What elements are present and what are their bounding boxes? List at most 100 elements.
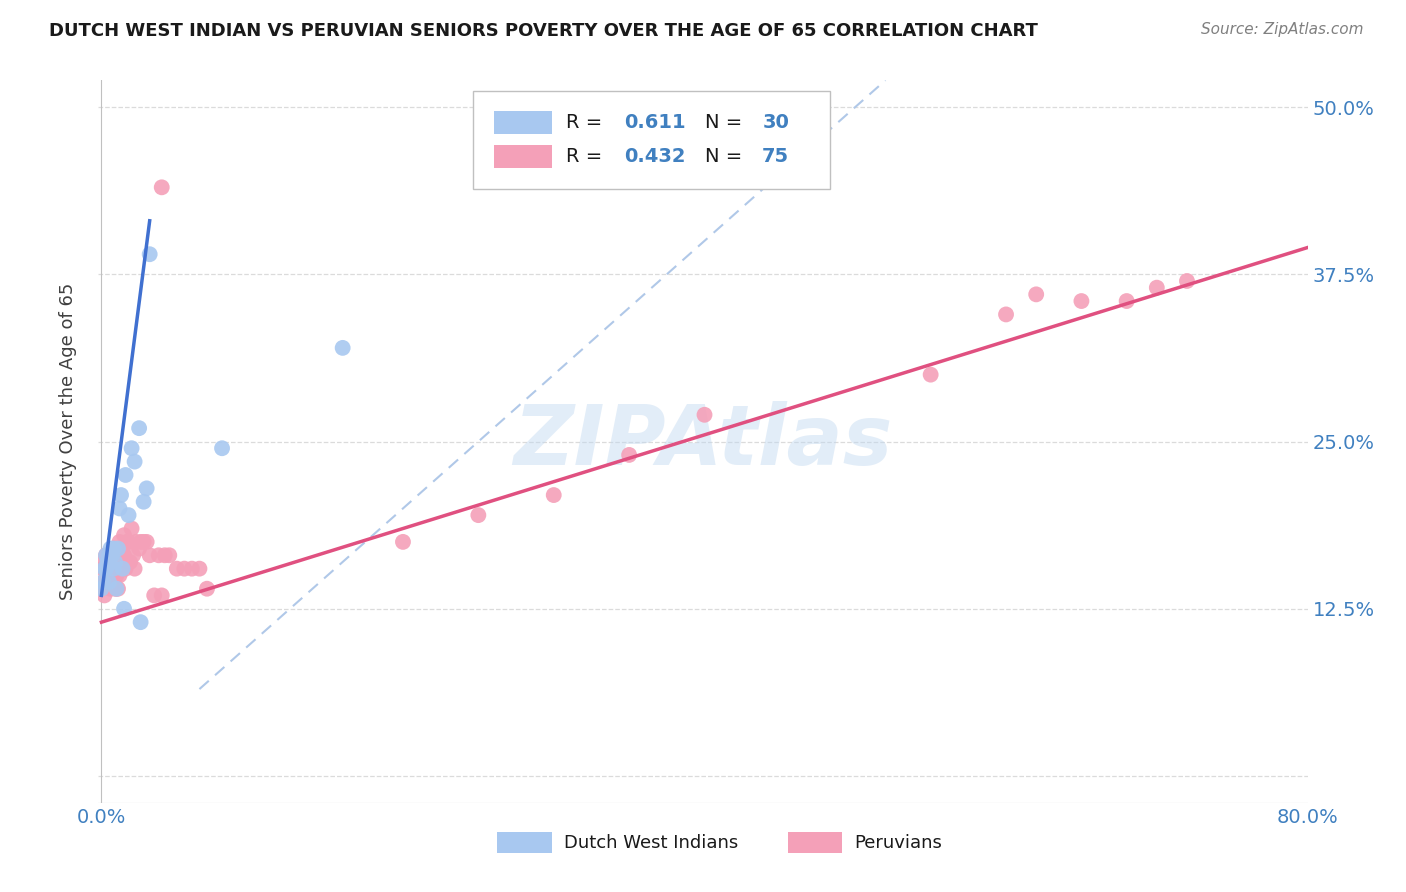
Point: [150, 589, 173, 603]
Point: [105, 568, 128, 582]
Point: [132, 494, 155, 508]
Text: ZIPAtlas: ZIPAtlas: [513, 401, 893, 482]
Point: [110, 488, 132, 502]
Point: [94, 575, 117, 590]
Point: [392, 535, 415, 549]
Text: N =: N =: [706, 112, 749, 132]
Point: [104, 555, 127, 569]
Point: [157, 548, 180, 563]
Point: [93, 589, 115, 603]
Point: [135, 535, 157, 549]
Point: [93, 562, 115, 576]
Point: [117, 535, 139, 549]
Point: [128, 541, 150, 556]
Text: Dutch West Indians: Dutch West Indians: [564, 833, 738, 852]
Point: [94, 548, 117, 563]
Point: [107, 541, 129, 556]
FancyBboxPatch shape: [474, 91, 830, 189]
Point: [103, 562, 125, 576]
Text: N =: N =: [706, 146, 749, 166]
Bar: [787, 831, 842, 854]
Text: 75: 75: [762, 146, 789, 166]
Point: [94, 548, 117, 563]
Bar: [494, 111, 551, 134]
Point: [332, 341, 354, 355]
Point: [180, 562, 202, 576]
Point: [143, 589, 166, 603]
Point: [124, 562, 146, 576]
Point: [121, 442, 143, 455]
Point: [111, 562, 134, 576]
Point: [94, 562, 117, 576]
Point: [135, 482, 157, 496]
Point: [90, 582, 112, 596]
Point: [108, 535, 131, 549]
Point: [166, 562, 188, 576]
Point: [98, 575, 121, 590]
Point: [100, 582, 122, 596]
Point: [103, 541, 125, 556]
Point: [115, 535, 138, 549]
Point: [100, 562, 122, 576]
Point: [98, 575, 121, 590]
Point: [195, 582, 218, 596]
Text: 0.432: 0.432: [624, 146, 686, 166]
Point: [93, 562, 115, 576]
Point: [100, 568, 122, 582]
Point: [110, 562, 132, 576]
Point: [101, 548, 124, 563]
Point: [98, 555, 121, 569]
Point: [120, 555, 142, 569]
Point: [693, 408, 716, 422]
Point: [94, 562, 117, 576]
Point: [920, 368, 942, 382]
Point: [467, 508, 489, 523]
Point: [121, 521, 143, 535]
Point: [125, 535, 148, 549]
Point: [91, 575, 114, 590]
Point: [112, 548, 135, 563]
Text: 30: 30: [762, 112, 789, 132]
Text: DUTCH WEST INDIAN VS PERUVIAN SENIORS POVERTY OVER THE AGE OF 65 CORRELATION CHA: DUTCH WEST INDIAN VS PERUVIAN SENIORS PO…: [49, 22, 1038, 40]
Point: [103, 555, 125, 569]
Point: [100, 548, 122, 563]
Point: [98, 562, 121, 576]
Bar: [494, 145, 551, 168]
Point: [103, 541, 125, 556]
Point: [103, 568, 125, 582]
Point: [108, 568, 131, 582]
Point: [96, 548, 118, 563]
Point: [104, 555, 127, 569]
Point: [96, 555, 118, 569]
Point: [153, 548, 176, 563]
Point: [96, 568, 118, 582]
Point: [995, 307, 1018, 322]
Point: [105, 582, 128, 596]
Point: [111, 555, 134, 569]
Point: [138, 247, 160, 261]
Text: 0.611: 0.611: [624, 112, 686, 132]
Point: [150, 180, 173, 194]
Point: [132, 535, 155, 549]
Text: Peruvians: Peruvians: [855, 833, 942, 852]
Point: [1146, 281, 1168, 295]
Point: [105, 548, 128, 563]
Point: [104, 582, 127, 596]
Point: [138, 548, 160, 563]
Y-axis label: Seniors Poverty Over the Age of 65: Seniors Poverty Over the Age of 65: [59, 283, 77, 600]
Point: [1175, 274, 1198, 288]
Point: [101, 548, 124, 563]
Point: [107, 548, 129, 563]
Point: [101, 575, 124, 590]
Point: [129, 615, 152, 630]
Text: R =: R =: [567, 146, 609, 166]
Point: [114, 562, 136, 576]
Point: [122, 548, 145, 563]
Point: [101, 562, 124, 576]
Text: R =: R =: [567, 112, 609, 132]
Point: [108, 501, 131, 516]
Point: [90, 582, 112, 596]
Point: [96, 555, 118, 569]
Point: [100, 541, 122, 556]
Point: [1115, 294, 1137, 309]
